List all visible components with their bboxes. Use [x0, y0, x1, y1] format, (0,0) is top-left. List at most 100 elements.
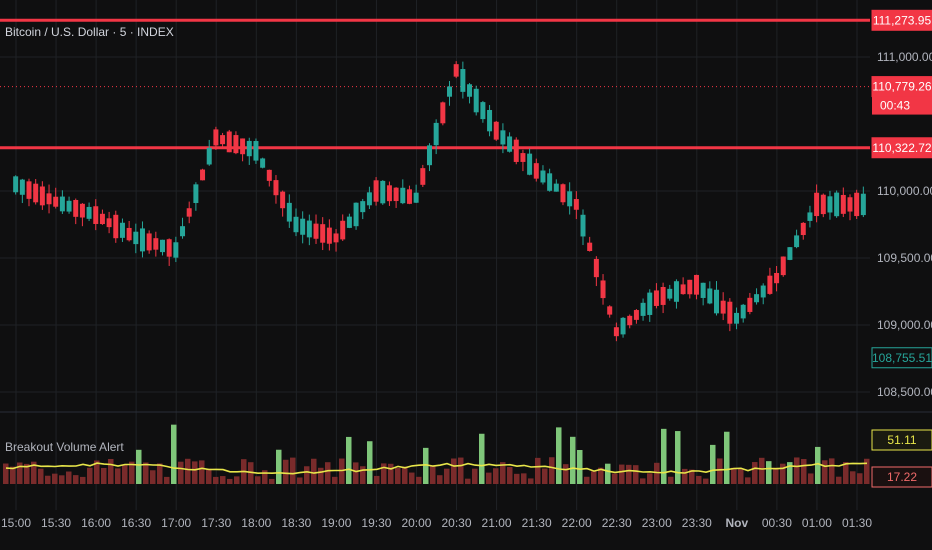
- candle-body: [206, 147, 212, 165]
- candle-body: [26, 181, 32, 199]
- candle-body: [19, 179, 25, 195]
- candle-body: [647, 292, 653, 315]
- candle-body: [106, 218, 112, 228]
- candle-body: [313, 223, 319, 239]
- volume-bar: [493, 468, 499, 484]
- volume-bar: [108, 458, 114, 484]
- candle-body: [260, 158, 266, 168]
- candle-body: [814, 192, 820, 217]
- time-tick-label: 22:00: [562, 516, 592, 530]
- volume-bar: [227, 478, 233, 484]
- volume-bar: [640, 478, 646, 484]
- level-price-label: 110,779.26: [872, 80, 931, 94]
- volume-bar: [710, 444, 716, 484]
- volume-bar: [479, 433, 485, 484]
- candle-body: [306, 220, 312, 238]
- volume-bar: [556, 427, 562, 484]
- candle-body: [573, 199, 579, 210]
- volume-bar: [451, 458, 457, 484]
- indicator-label: Breakout Volume Alert: [5, 440, 124, 454]
- candle-body: [767, 275, 773, 294]
- candle-body: [547, 173, 553, 191]
- candle-body: [266, 169, 272, 181]
- candle-body: [713, 289, 719, 314]
- candle-body: [854, 192, 860, 217]
- candle-body: [193, 184, 199, 204]
- volume-bar: [52, 473, 58, 484]
- candle-body: [400, 187, 406, 204]
- volume-bar: [808, 473, 814, 484]
- volume-bar: [836, 476, 842, 484]
- volume-bar: [17, 462, 23, 484]
- indicator-ma-value: 51.11: [887, 433, 916, 447]
- volume-bar: [759, 457, 765, 484]
- candle-body: [320, 224, 326, 243]
- volume-bar: [10, 466, 16, 484]
- time-tick-label: 17:30: [201, 516, 231, 530]
- candle-body: [607, 306, 613, 315]
- candle-body: [860, 193, 866, 216]
- volume-bar: [185, 458, 191, 484]
- volume-bar: [304, 466, 310, 484]
- candle-body: [119, 222, 125, 238]
- candle-body: [553, 183, 559, 192]
- volume-bar: [591, 471, 597, 484]
- volume-bar: [675, 431, 681, 484]
- volume-bar: [3, 463, 9, 484]
- level-price-label: 110,322.72: [872, 141, 931, 155]
- chart-title: Bitcoin / U.S. Dollar · 5 · INDEX: [5, 25, 174, 39]
- candle-body: [727, 301, 733, 324]
- volume-bar: [136, 449, 142, 484]
- volume-bar: [192, 461, 198, 484]
- volume-bar: [395, 467, 401, 484]
- time-tick-label: 16:00: [81, 516, 111, 530]
- last-price-label-tag: [871, 347, 932, 369]
- volume-bar: [752, 462, 758, 484]
- volume-bar: [773, 467, 779, 484]
- candle-body: [126, 227, 132, 241]
- price-tick-label: 110,000.00: [877, 184, 932, 198]
- volume-bar: [157, 463, 163, 484]
- volume-bar: [101, 467, 107, 484]
- volume-bar: [171, 424, 177, 484]
- candle-body: [467, 84, 473, 97]
- candle-body: [660, 287, 666, 305]
- candle-body: [780, 256, 786, 276]
- volume-bar: [612, 473, 618, 484]
- candle-body: [527, 153, 533, 175]
- price-tick-label: 108,500.00: [877, 385, 932, 399]
- volume-bar: [402, 466, 408, 484]
- candle-body: [186, 208, 192, 217]
- volume-bar: [472, 468, 478, 484]
- indicator-ma-value-tag: [871, 429, 932, 451]
- volume-bar: [549, 457, 555, 484]
- volume-bar: [353, 462, 359, 484]
- candle-body: [567, 191, 573, 207]
- candle-body: [226, 131, 232, 153]
- time-tick-label: 15:00: [1, 516, 31, 530]
- volume-bar: [234, 476, 240, 484]
- candle-body: [740, 304, 746, 319]
- candle-body: [687, 279, 693, 295]
- volume-bar: [500, 462, 506, 484]
- indicator-volume-value-tag: [871, 466, 932, 488]
- candle-body: [433, 122, 439, 146]
- candle-body: [587, 242, 593, 252]
- candle-body: [794, 235, 800, 248]
- candle-body: [66, 200, 72, 212]
- candle-body: [734, 312, 740, 324]
- volume-bar: [115, 468, 121, 484]
- candle-body: [286, 202, 292, 222]
- candle-body: [473, 88, 479, 113]
- volume-bar: [318, 467, 324, 484]
- candle-body: [39, 186, 45, 206]
- candle-body: [426, 145, 432, 166]
- time-tick-label: 23:00: [642, 516, 672, 530]
- volume-bar: [850, 471, 856, 484]
- volume-bar: [668, 476, 674, 484]
- time-tick-label: 19:30: [361, 516, 391, 530]
- candle-body: [393, 187, 399, 202]
- time-tick-label: 17:00: [161, 516, 191, 530]
- volume-bar: [178, 461, 184, 484]
